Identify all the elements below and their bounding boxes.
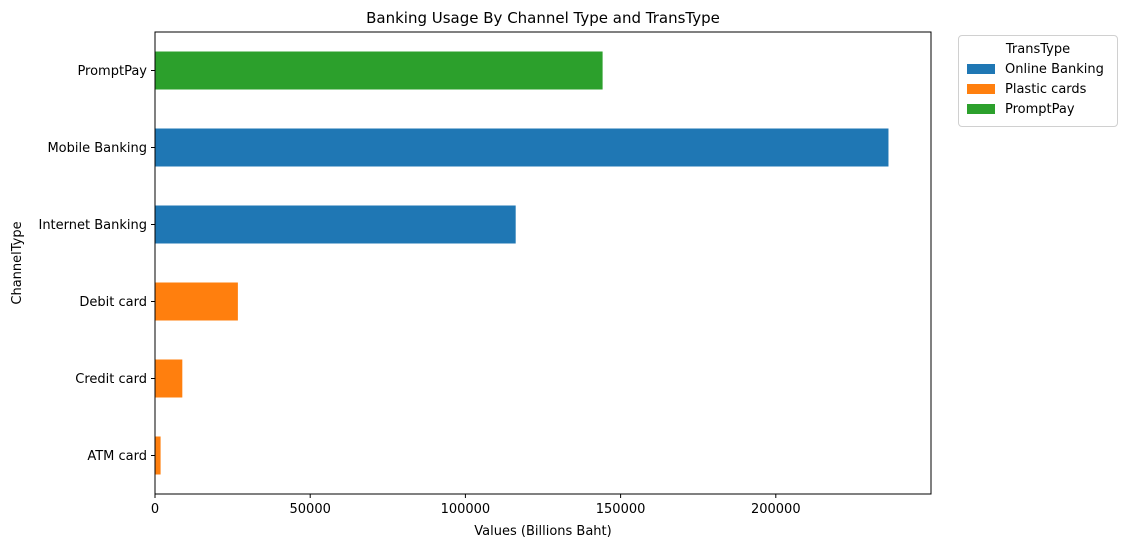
x-axis-label: Values (Billions Baht) xyxy=(474,524,611,539)
x-tick-label: 200000 xyxy=(751,502,801,517)
legend-swatch xyxy=(967,64,995,74)
legend-swatch xyxy=(967,84,995,94)
y-tick-label: Internet Banking xyxy=(38,218,147,233)
legend-item: Plastic cards xyxy=(959,79,1117,99)
x-tick-label: 150000 xyxy=(596,502,646,517)
legend-swatch xyxy=(967,104,995,114)
y-axis: ATM card Credit card Debit card Internet Ba… xyxy=(38,64,155,464)
y-tick-label: PromptPay xyxy=(77,64,147,79)
legend-label: PromptPay xyxy=(1005,101,1075,117)
bars-layer xyxy=(155,51,889,475)
bar xyxy=(155,51,603,90)
x-tick-label: 100000 xyxy=(441,502,491,517)
y-axis-label: ChannelType xyxy=(10,221,25,304)
legend-label: Plastic cards xyxy=(1005,81,1087,97)
bar xyxy=(155,359,183,398)
bar xyxy=(155,436,161,475)
y-tick-label: Mobile Banking xyxy=(47,141,147,156)
x-tick-label: 0 xyxy=(151,502,159,517)
bar xyxy=(155,205,516,244)
legend: TransType Online Banking Plastic cards Pro… xyxy=(958,35,1118,127)
chart-title: Banking Usage By Channel Type and TransT… xyxy=(366,9,720,27)
y-tick-label: Debit card xyxy=(79,295,147,310)
legend-label: Online Banking xyxy=(1005,61,1104,77)
legend-item: PromptPay xyxy=(959,99,1117,119)
legend-items: Online Banking Plastic cards PromptPay xyxy=(959,59,1117,119)
bar xyxy=(155,128,889,167)
x-tick-label: 50000 xyxy=(290,502,331,517)
y-tick-label: ATM card xyxy=(87,449,147,464)
y-tick-label: Credit card xyxy=(75,372,147,387)
legend-item: Online Banking xyxy=(959,59,1117,79)
bar xyxy=(155,282,238,321)
x-axis: 0 50000 100000 150000 200000 xyxy=(151,494,801,517)
plot-frame xyxy=(154,31,932,495)
legend-title: TransType xyxy=(1005,42,1071,57)
